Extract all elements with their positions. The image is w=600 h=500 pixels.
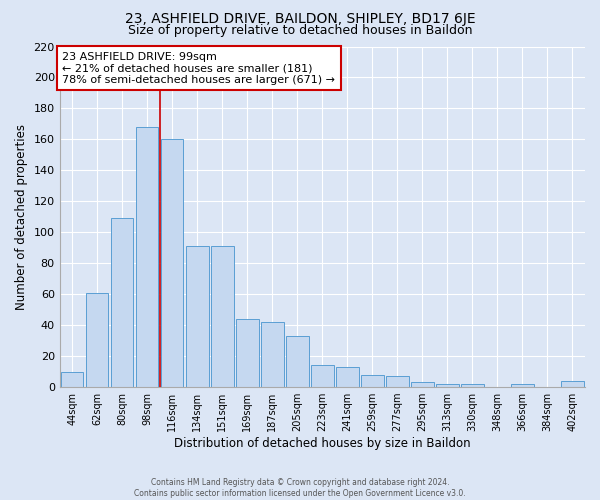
Bar — [386, 376, 409, 387]
Text: 23 ASHFIELD DRIVE: 99sqm
← 21% of detached houses are smaller (181)
78% of semi-: 23 ASHFIELD DRIVE: 99sqm ← 21% of detach… — [62, 52, 335, 85]
Bar — [161, 140, 184, 387]
Bar — [411, 382, 434, 387]
Bar — [261, 322, 284, 387]
Bar — [436, 384, 458, 387]
Bar — [311, 366, 334, 387]
Bar — [211, 246, 233, 387]
Bar — [461, 384, 484, 387]
X-axis label: Distribution of detached houses by size in Baildon: Distribution of detached houses by size … — [174, 437, 470, 450]
Bar — [236, 319, 259, 387]
Text: 23, ASHFIELD DRIVE, BAILDON, SHIPLEY, BD17 6JE: 23, ASHFIELD DRIVE, BAILDON, SHIPLEY, BD… — [125, 12, 475, 26]
Bar — [111, 218, 133, 387]
Bar — [86, 292, 109, 387]
Bar — [361, 374, 383, 387]
Bar — [286, 336, 308, 387]
Bar — [136, 127, 158, 387]
Text: Contains HM Land Registry data © Crown copyright and database right 2024.
Contai: Contains HM Land Registry data © Crown c… — [134, 478, 466, 498]
Y-axis label: Number of detached properties: Number of detached properties — [15, 124, 28, 310]
Bar — [186, 246, 209, 387]
Text: Size of property relative to detached houses in Baildon: Size of property relative to detached ho… — [128, 24, 472, 37]
Bar — [336, 367, 359, 387]
Bar — [511, 384, 534, 387]
Bar — [61, 372, 83, 387]
Bar — [561, 381, 584, 387]
